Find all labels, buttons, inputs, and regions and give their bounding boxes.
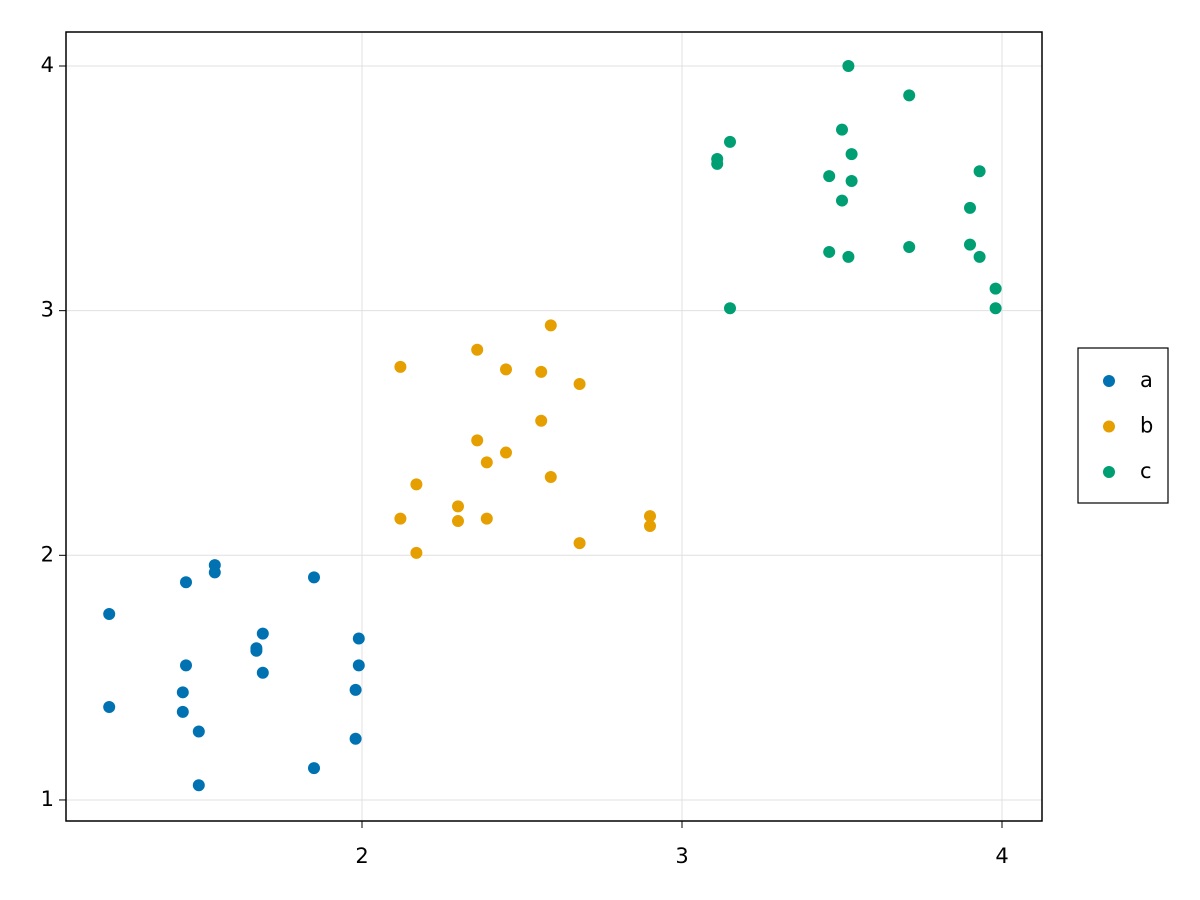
x-tick-label: 2: [355, 844, 368, 868]
point: [103, 700, 116, 713]
legend-marker: [1103, 466, 1115, 478]
point: [480, 512, 493, 525]
point: [842, 60, 855, 73]
point: [500, 363, 512, 376]
legend-box: [1077, 347, 1169, 504]
point: [176, 705, 189, 718]
point: [394, 360, 407, 373]
point: [410, 478, 423, 491]
point: [180, 576, 192, 589]
point: [544, 471, 557, 484]
point: [176, 686, 189, 699]
point: [711, 157, 724, 170]
point: [480, 456, 493, 469]
point: [845, 148, 858, 161]
point: [256, 627, 269, 640]
point: [836, 123, 848, 136]
point: [823, 170, 836, 183]
point: [964, 201, 976, 214]
point: [823, 245, 836, 258]
point: [544, 319, 557, 332]
point: [973, 250, 986, 263]
legend-marker: [1103, 420, 1115, 433]
point: [471, 343, 484, 356]
point: [352, 632, 365, 645]
point: [535, 365, 548, 378]
y-tick-label: 3: [41, 298, 54, 322]
x-tick-label: 4: [995, 844, 1008, 868]
x-tick-label: 3: [675, 844, 688, 868]
point: [192, 725, 205, 738]
point: [842, 250, 855, 263]
legend-label: b: [1140, 414, 1153, 438]
y-tick-label: 2: [41, 542, 54, 566]
point: [452, 500, 464, 513]
point: [535, 414, 548, 427]
point: [724, 135, 736, 148]
point: [903, 241, 916, 254]
point: [964, 238, 976, 251]
point: [103, 608, 116, 621]
point: [973, 165, 986, 178]
point: [471, 434, 484, 447]
point: [500, 446, 512, 459]
y-tick-label: 4: [41, 53, 54, 77]
point: [989, 302, 1002, 315]
point: [394, 512, 407, 525]
point: [308, 571, 320, 584]
point: [452, 515, 464, 528]
point: [724, 302, 736, 315]
point: [250, 644, 263, 657]
legend-label: a: [1140, 368, 1153, 392]
point: [352, 659, 365, 672]
point: [349, 732, 362, 745]
point: [573, 378, 586, 391]
point: [903, 89, 916, 102]
point: [573, 537, 586, 550]
point: [845, 174, 858, 187]
y-tick-label: 1: [41, 787, 54, 811]
legend-marker: [1103, 375, 1115, 387]
point: [989, 282, 1002, 295]
point: [180, 659, 192, 672]
point: [644, 510, 656, 523]
point: [192, 779, 205, 792]
point: [208, 566, 221, 579]
legend-label: c: [1140, 459, 1152, 483]
point: [836, 194, 848, 207]
point: [410, 546, 423, 559]
point: [644, 519, 656, 532]
point: [308, 762, 320, 775]
point: [256, 666, 269, 679]
plot-frame: [65, 31, 1043, 822]
point: [349, 683, 362, 696]
